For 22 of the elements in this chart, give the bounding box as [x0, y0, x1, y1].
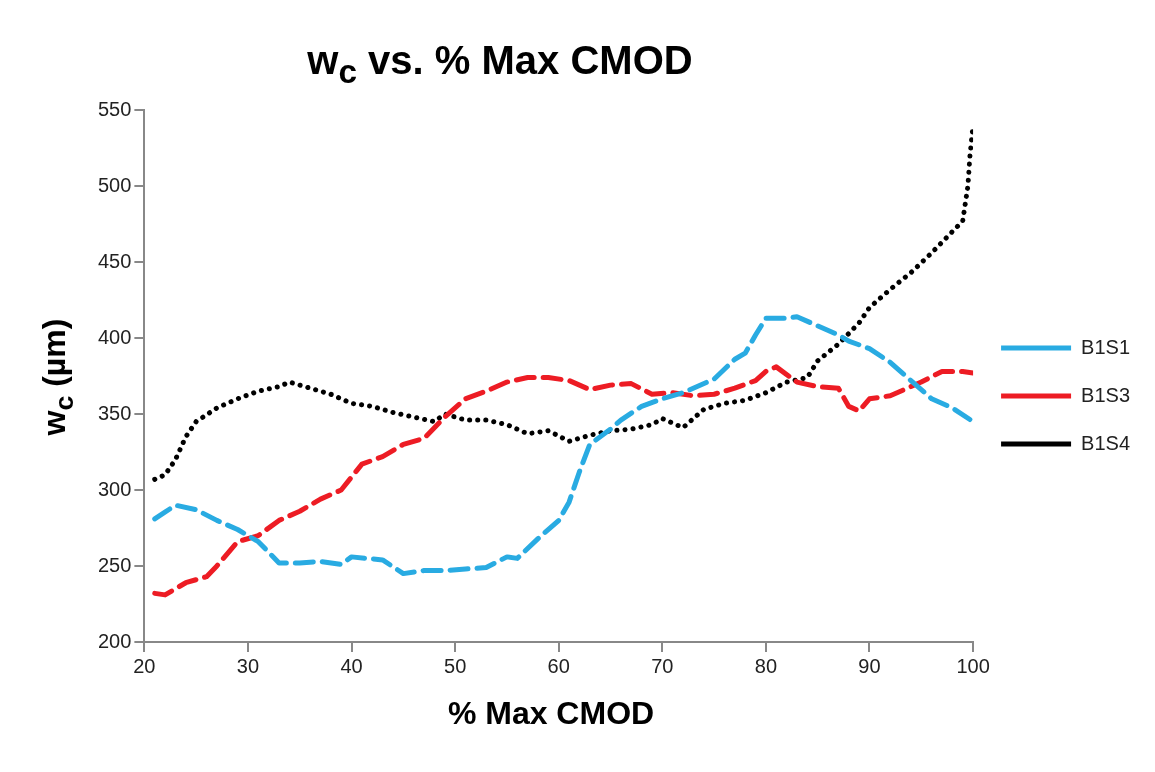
x-tick-label: 20: [133, 654, 156, 677]
y-tick-label: 500: [97, 173, 132, 196]
y-tick-label: 450: [97, 249, 132, 272]
x-tick-label: 30: [236, 654, 260, 677]
x-tick-label: 80: [754, 654, 778, 677]
x-tick-label: 70: [651, 654, 674, 677]
y-tick-label: 300: [97, 477, 132, 500]
legend-label: B1S1: [1081, 335, 1131, 358]
y-tick-label: 200: [97, 629, 132, 652]
y-tick-label: 400: [97, 325, 132, 348]
x-axis-title: % Max CMOD: [446, 695, 656, 732]
chart-title: w$_{c}$ vs. % Max CMOD: [306, 38, 694, 91]
x-tick-label: 60: [547, 654, 570, 677]
y-tick-label: 550: [97, 97, 132, 120]
y-tick-label: 350: [97, 401, 132, 424]
x-tick-label: 40: [340, 654, 363, 677]
x-tick-label: 100: [956, 654, 990, 677]
legend-label: B1S4: [1081, 431, 1131, 454]
legend-label: B1S3: [1081, 383, 1131, 406]
x-tick-label: 90: [858, 654, 881, 677]
x-tick-label: 50: [444, 654, 467, 677]
y-tick-label: 250: [97, 553, 132, 576]
